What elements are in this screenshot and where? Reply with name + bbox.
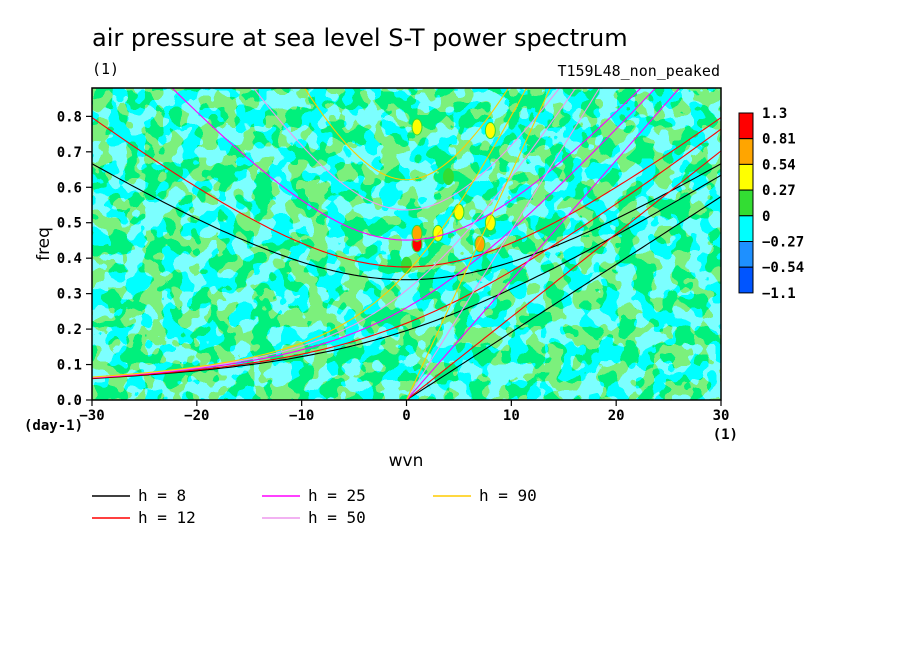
mrg-curve xyxy=(92,88,657,379)
kelvin-curve xyxy=(92,150,721,400)
colorbar-label: −0.54 xyxy=(762,260,804,276)
hotspot-layer xyxy=(401,118,496,274)
legend-label: h = 50 xyxy=(308,508,366,527)
hotspot xyxy=(442,168,454,186)
colorbar-swatch xyxy=(738,112,754,140)
x-axis-unit: (1) xyxy=(713,427,738,443)
legend: h = 8 h = 12 h = 25 h = 50 h = 90 xyxy=(92,486,537,527)
x-tick-label: 10 xyxy=(503,408,520,424)
y-tick-label: 0.0 xyxy=(57,393,82,409)
colorbar-label: −1.1 xyxy=(762,286,796,302)
mrg-curve xyxy=(92,174,721,380)
x-tick-label: 30 xyxy=(713,408,730,424)
colorbar: 1.3 0.81 0.54 0.27 0 −0.27 −0.54 −1.1 xyxy=(738,106,804,302)
ig-curve xyxy=(303,88,510,181)
mrg-curve xyxy=(92,88,528,378)
colorbar-label: 0.54 xyxy=(762,157,796,173)
hotspot xyxy=(484,214,496,232)
legend-label: h = 25 xyxy=(308,486,366,505)
spectrum-field xyxy=(92,88,721,400)
colorbar-swatch xyxy=(738,138,754,165)
y-tick-label: 0.8 xyxy=(57,109,82,125)
colorbar-swatch xyxy=(738,215,754,243)
y-axis-unit: (day-1) xyxy=(24,418,83,434)
mrg-curve xyxy=(92,128,721,379)
experiment-label: T159L48_non_peaked xyxy=(557,62,720,80)
y-tick-label: 0.7 xyxy=(57,145,82,161)
chart-subtitle: (1) xyxy=(92,60,119,78)
y-axis-label: freq xyxy=(34,227,54,261)
ig-curve xyxy=(92,117,721,268)
legend-label: h = 90 xyxy=(479,486,537,505)
legend-label: h = 12 xyxy=(138,508,196,527)
plot-area xyxy=(91,87,722,401)
x-axis-label: wvn xyxy=(389,451,424,471)
y-tick-label: 0.3 xyxy=(57,287,82,303)
colorbar-swatch xyxy=(738,266,754,294)
x-tick-label: −30 xyxy=(79,408,104,424)
mrg-curve xyxy=(92,88,577,378)
x-axis: −30 −20 −10 0 10 20 30 xyxy=(79,400,729,424)
y-axis: 0.0 0.1 0.2 0.3 0.4 0.5 0.6 0.7 0.8 xyxy=(57,109,92,409)
ig-curve xyxy=(252,88,561,211)
colorbar-label: 0 xyxy=(762,209,770,225)
hotspot xyxy=(453,203,465,221)
colorbar-label: 1.3 xyxy=(762,106,787,122)
y-tick-label: 0.1 xyxy=(57,358,82,374)
x-tick-label: −20 xyxy=(184,408,209,424)
hotspot xyxy=(401,256,412,274)
x-tick-label: 20 xyxy=(608,408,625,424)
hotspot xyxy=(411,224,423,242)
y-tick-label: 0.6 xyxy=(57,180,82,196)
dispersion-curves xyxy=(92,88,721,400)
y-tick-label: 0.4 xyxy=(57,251,82,267)
colorbar-swatch xyxy=(738,163,754,191)
colorbar-swatch xyxy=(738,241,754,268)
hotspot xyxy=(484,122,496,140)
ig-curve xyxy=(92,163,721,281)
ig-curve xyxy=(171,88,642,241)
colorbar-label: −0.27 xyxy=(762,235,804,251)
chart-title: air pressure at sea level S-T power spec… xyxy=(92,24,628,52)
kelvin-curve xyxy=(92,88,681,400)
y-tick-label: 0.2 xyxy=(57,322,82,338)
kelvin-curve xyxy=(92,196,721,400)
colorbar-label: 0.27 xyxy=(762,183,796,199)
hotspot xyxy=(474,235,486,253)
colorbar-swatch xyxy=(738,189,754,217)
hotspot xyxy=(411,118,423,136)
legend-label: h = 8 xyxy=(138,486,186,505)
y-tick-label: 0.5 xyxy=(57,216,82,232)
colorbar-label: 0.81 xyxy=(762,132,796,148)
x-tick-label: −10 xyxy=(289,408,314,424)
x-tick-label: 0 xyxy=(402,408,410,424)
